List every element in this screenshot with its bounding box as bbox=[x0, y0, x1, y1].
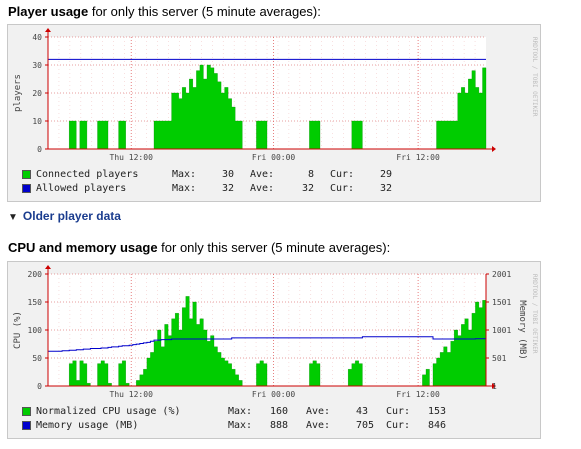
legend-max-label: Max: bbox=[228, 406, 253, 417]
y-tick-label: 20 bbox=[32, 89, 42, 98]
y-tick-label: 200 bbox=[28, 270, 43, 279]
y2-tick-label: 501 bbox=[492, 354, 507, 363]
y2-tick-label: 1501 bbox=[492, 298, 511, 307]
legend-max-value: 888 bbox=[270, 420, 289, 431]
y-axis-label: players bbox=[13, 74, 23, 112]
x-axis-arrow bbox=[492, 383, 496, 389]
player-usage-title-rest: for only this server (5 minute averages)… bbox=[88, 4, 321, 19]
legend-ave-value: 705 bbox=[356, 420, 375, 431]
y2-tick-label: 1 bbox=[492, 382, 497, 391]
y-tick-label: 150 bbox=[28, 298, 43, 307]
cpu-legend: Normalized CPU usage (%) Max: 160 Ave: 4… bbox=[22, 406, 522, 436]
legend-swatch-allowed bbox=[22, 184, 31, 193]
y-axis-label: CPU (%) bbox=[13, 311, 23, 349]
player-usage-title: Player usage for only this server (5 min… bbox=[8, 4, 321, 19]
player-usage-title-bold: Player usage bbox=[8, 4, 89, 19]
legend-label-connected: Connected players bbox=[36, 169, 139, 180]
legend-cur-label: Cur: bbox=[330, 169, 355, 180]
legend-ave-label: Ave: bbox=[250, 169, 275, 180]
player-usage-chart: 0 10 20 30 40 Thu 12:00 Fri 00:00 Fri 12:00 play… bbox=[13, 28, 538, 162]
y-tick-label: 100 bbox=[28, 326, 43, 335]
legend-ave-value: 43 bbox=[356, 406, 369, 417]
y-tick-label: 0 bbox=[37, 382, 42, 391]
y2-tick-label: 1001 bbox=[492, 326, 511, 335]
legend-cur-value: 29 bbox=[380, 169, 393, 180]
legend-cur-label: Cur: bbox=[330, 183, 355, 194]
triangle-down-icon: ▼ bbox=[8, 212, 18, 223]
y-axis-arrow bbox=[45, 28, 51, 32]
rrdtool-watermark: RRDTOOL / TOBI OETIKER bbox=[531, 274, 538, 354]
legend-max-value: 32 bbox=[222, 183, 235, 194]
x-tick-label: Thu 12:00 bbox=[110, 153, 154, 162]
legend-ave-value: 8 bbox=[308, 169, 315, 180]
older-player-data-label: Older player data bbox=[22, 209, 121, 223]
player-usage-graph: 0 10 20 30 40 Thu 12:00 Fri 00:00 Fri 12:00 play… bbox=[7, 24, 541, 202]
y-axis-arrow bbox=[45, 265, 51, 269]
legend-label-cpu: Normalized CPU usage (%) bbox=[36, 406, 181, 417]
legend-cur-label: Cur: bbox=[386, 420, 411, 431]
y-tick-label: 40 bbox=[32, 33, 42, 42]
legend-cur-value: 846 bbox=[428, 420, 447, 431]
cpu-memory-chart: 0 50 100 150 200 Thu 12:00 Fri 00:00 Fri 12:00 C… bbox=[13, 265, 538, 399]
older-player-data-link[interactable]: ▼ Older player data bbox=[8, 209, 121, 223]
y2-axis-label: Memory (MB) bbox=[517, 300, 527, 360]
cpu-memory-title: CPU and memory usage for only this serve… bbox=[8, 240, 390, 255]
cpu-memory-title-bold: CPU and memory usage bbox=[8, 240, 158, 255]
legend-ave-label: Ave: bbox=[250, 183, 275, 194]
player-legend: Connected players Max: 30 Ave: 8 Cur: 29… bbox=[22, 169, 522, 199]
y-tick-label: 10 bbox=[32, 117, 42, 126]
x-tick-label: Fri 12:00 bbox=[396, 390, 440, 399]
legend-cur-value: 153 bbox=[428, 406, 447, 417]
y-tick-label: 30 bbox=[32, 61, 42, 70]
legend-max-value: 160 bbox=[270, 406, 289, 417]
x-tick-label: Fri 00:00 bbox=[252, 390, 296, 399]
y2-tick-label: 2001 bbox=[492, 270, 511, 279]
legend-ave-value: 32 bbox=[302, 183, 315, 194]
memory-usage-line bbox=[48, 336, 486, 352]
legend-max-label: Max: bbox=[228, 420, 253, 431]
legend-label-allowed: Allowed players bbox=[36, 183, 127, 194]
x-tick-label: Thu 12:00 bbox=[110, 390, 154, 399]
cpu-memory-title-rest: for only this server (5 minute averages)… bbox=[157, 240, 391, 255]
y-tick-label: 50 bbox=[32, 354, 42, 363]
legend-swatch-connected bbox=[22, 170, 31, 179]
legend-ave-label: Ave: bbox=[306, 406, 331, 417]
legend-cur-label: Cur: bbox=[386, 406, 411, 417]
y-tick-label: 0 bbox=[37, 145, 42, 154]
x-tick-label: Fri 12:00 bbox=[396, 153, 440, 162]
rrdtool-watermark: RRDTOOL / TOBI OETIKER bbox=[531, 37, 538, 117]
legend-swatch-memory bbox=[22, 421, 31, 430]
legend-max-label: Max: bbox=[172, 183, 197, 194]
cpu-memory-graph: 0 50 100 150 200 Thu 12:00 Fri 00:00 Fri 12:00 C… bbox=[7, 261, 541, 439]
legend-max-value: 30 bbox=[222, 169, 235, 180]
x-axis-arrow bbox=[492, 146, 496, 152]
legend-cur-value: 32 bbox=[380, 183, 393, 194]
legend-max-label: Max: bbox=[172, 169, 197, 180]
legend-ave-label: Ave: bbox=[306, 420, 331, 431]
x-tick-label: Fri 00:00 bbox=[252, 153, 296, 162]
legend-swatch-cpu bbox=[22, 407, 31, 416]
legend-label-memory: Memory usage (MB) bbox=[36, 420, 139, 431]
